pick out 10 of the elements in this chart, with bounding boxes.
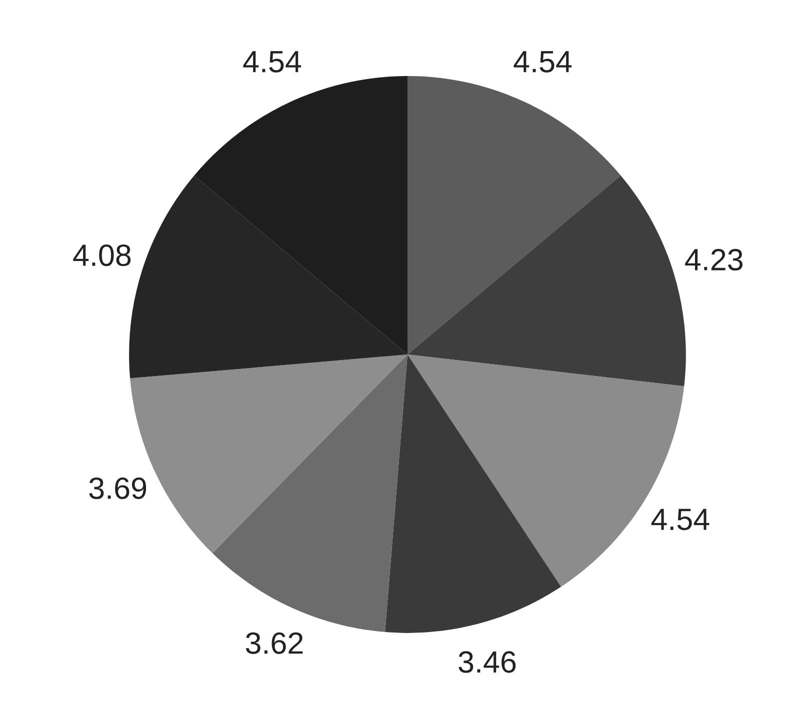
- data-label: 4.08: [73, 244, 131, 266]
- data-label: 3.46: [458, 651, 516, 673]
- data-label: 4.54: [514, 51, 572, 72]
- data-label: 4.54: [243, 51, 302, 72]
- data-label: 4.23: [685, 248, 743, 271]
- data-label: 3.69: [89, 477, 146, 500]
- data-label: 4.54: [651, 508, 710, 530]
- pie-slice: [407, 76, 621, 354]
- pie-slice: [212, 354, 408, 632]
- data-label: 3.62: [246, 632, 303, 654]
